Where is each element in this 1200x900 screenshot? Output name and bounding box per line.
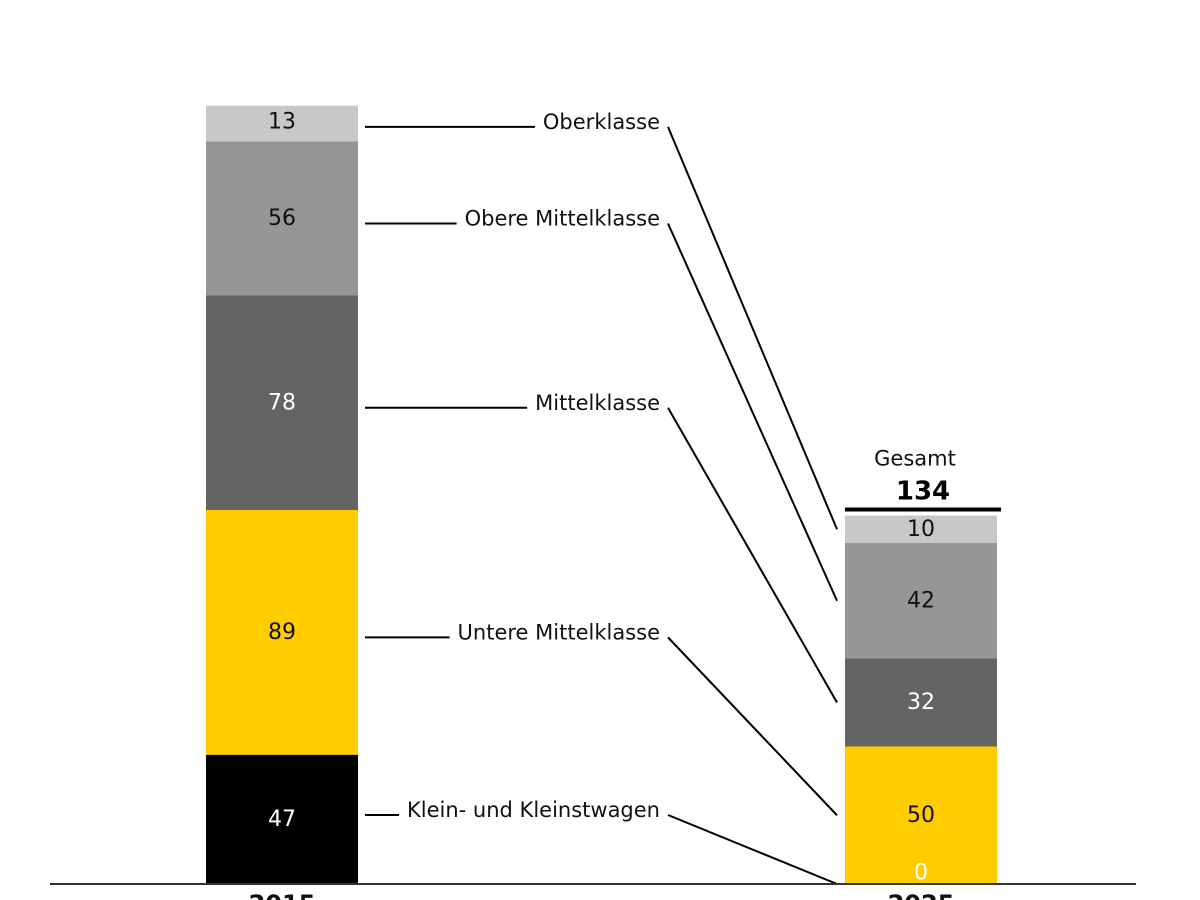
value-label-oberklasse-2015: 13	[268, 109, 296, 134]
segment-value-labels: 47 89 78 56 13 0 50 32 42 10	[268, 109, 935, 885]
bar-segment-mittelklasse-2025	[845, 658, 997, 747]
x-tick-label-2025: 2025	[888, 890, 955, 900]
total-annotation: Gesamt 134	[845, 447, 1001, 512]
value-label-obere-mittelklasse-2025: 42	[907, 588, 935, 613]
value-label-oberklasse-2025: 10	[907, 517, 935, 542]
bar-segment-mittelklasse-2015	[206, 295, 358, 510]
connector-line-obere-mittelklasse	[667, 223, 838, 602]
bar-segment-klein-und-kleinstwagen-2015	[206, 754, 358, 884]
value-label-untere-mittelklasse-2015: 89	[268, 620, 296, 645]
bar-segment-obere-mittelklasse-2015	[206, 141, 358, 296]
bar-segment-oberklasse-2015	[206, 105, 358, 142]
category-label-obere-mittelklasse: Obere Mittelklasse	[465, 207, 660, 231]
total-value: 134	[896, 477, 950, 507]
total-caption: Gesamt	[874, 447, 956, 471]
x-axis-tick-labels: 2015 2025	[249, 890, 955, 900]
bar-segment-obere-mittelklasse-2025	[845, 543, 997, 659]
bar-segment-untere-mittelklasse-2025	[845, 746, 997, 884]
category-labels: Klein- und Kleinstwagen Untere Mittelklas…	[407, 110, 660, 822]
connector-line-mittelklasse	[667, 407, 838, 703]
bars	[206, 105, 997, 884]
value-label-klein-und-kleinstwagen-2015: 47	[268, 807, 296, 832]
value-label-mittelklasse-2015: 78	[268, 390, 296, 415]
category-label-untere-mittelklasse: Untere Mittelklasse	[458, 620, 660, 644]
category-label-oberklasse: Oberklasse	[543, 110, 660, 134]
value-label-mittelklasse-2025: 32	[907, 690, 935, 715]
connector-lines	[365, 125, 838, 885]
connector-line-klein-und-kleinstwagen	[667, 814, 838, 885]
bar-segment-oberklasse-2025	[845, 515, 997, 543]
connector-line-oberklasse	[667, 126, 838, 530]
category-label-klein-und-kleinstwagen: Klein- und Kleinstwagen	[407, 798, 660, 822]
connector-line-untere-mittelklasse	[667, 636, 838, 816]
value-label-klein-und-kleinstwagen-2025: 0	[914, 861, 928, 886]
x-tick-label-2015: 2015	[249, 890, 316, 900]
value-label-untere-mittelklasse-2025: 50	[907, 803, 935, 828]
category-label-mittelklasse: Mittelklasse	[535, 391, 660, 415]
bar-segment-untere-mittelklasse-2015	[206, 510, 358, 755]
value-label-obere-mittelklasse-2015: 56	[268, 206, 296, 231]
